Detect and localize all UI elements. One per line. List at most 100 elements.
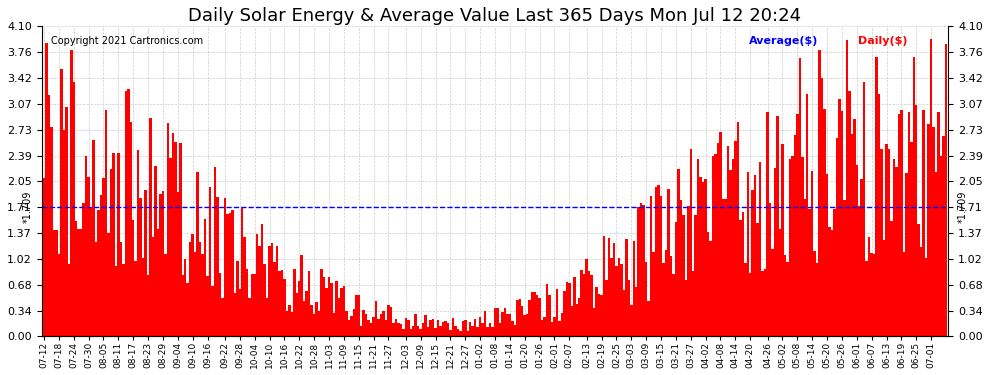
- Bar: [442, 322, 445, 336]
- Bar: [456, 329, 459, 336]
- Bar: [643, 205, 644, 336]
- Bar: [638, 207, 640, 336]
- Bar: [519, 299, 521, 336]
- Bar: [536, 295, 539, 336]
- Bar: [145, 190, 147, 336]
- Bar: [260, 224, 263, 336]
- Bar: [469, 322, 471, 336]
- Text: Average($): Average($): [749, 36, 819, 46]
- Bar: [531, 292, 534, 336]
- Bar: [544, 316, 545, 336]
- Bar: [301, 255, 303, 336]
- Bar: [633, 241, 635, 336]
- Bar: [402, 330, 405, 336]
- Bar: [598, 294, 600, 336]
- Bar: [824, 109, 826, 336]
- Bar: [303, 301, 306, 336]
- Bar: [814, 251, 816, 336]
- Bar: [253, 273, 255, 336]
- Bar: [687, 206, 689, 336]
- Bar: [704, 179, 707, 336]
- Bar: [553, 317, 555, 336]
- Bar: [186, 284, 189, 336]
- Bar: [883, 240, 885, 336]
- Bar: [231, 210, 234, 336]
- Bar: [370, 323, 372, 336]
- Bar: [702, 182, 704, 336]
- Bar: [865, 261, 868, 336]
- Bar: [174, 142, 176, 336]
- Bar: [908, 112, 910, 336]
- Bar: [504, 308, 506, 336]
- Bar: [935, 172, 938, 336]
- Bar: [796, 114, 799, 336]
- Bar: [603, 236, 605, 336]
- Bar: [110, 168, 112, 336]
- Bar: [647, 301, 649, 336]
- Bar: [878, 94, 880, 336]
- Bar: [331, 283, 333, 336]
- Bar: [850, 134, 853, 336]
- Bar: [659, 196, 662, 336]
- Bar: [214, 167, 216, 336]
- Bar: [338, 298, 341, 336]
- Bar: [206, 276, 209, 336]
- Bar: [318, 310, 321, 336]
- Bar: [588, 270, 590, 336]
- Bar: [435, 328, 437, 336]
- Bar: [80, 229, 82, 336]
- Bar: [132, 220, 135, 336]
- Bar: [804, 199, 806, 336]
- Bar: [194, 252, 196, 336]
- Bar: [189, 242, 191, 336]
- Bar: [806, 94, 809, 336]
- Bar: [578, 298, 580, 336]
- Bar: [727, 146, 730, 336]
- Bar: [489, 322, 491, 336]
- Bar: [649, 196, 652, 336]
- Bar: [784, 255, 786, 336]
- Bar: [390, 307, 392, 336]
- Bar: [451, 318, 454, 336]
- Bar: [630, 304, 633, 336]
- Bar: [930, 39, 933, 336]
- Bar: [130, 122, 132, 336]
- Bar: [357, 296, 360, 336]
- Bar: [516, 300, 519, 336]
- Bar: [600, 295, 603, 336]
- Bar: [255, 234, 258, 336]
- Bar: [417, 326, 420, 336]
- Bar: [816, 263, 819, 336]
- Bar: [732, 159, 735, 336]
- Bar: [843, 200, 845, 336]
- Bar: [275, 246, 278, 336]
- Bar: [491, 327, 494, 336]
- Bar: [920, 247, 923, 336]
- Bar: [644, 262, 647, 336]
- Bar: [761, 271, 764, 336]
- Bar: [265, 298, 268, 336]
- Bar: [82, 203, 85, 336]
- Bar: [415, 314, 417, 336]
- Bar: [224, 198, 226, 336]
- Bar: [105, 110, 107, 336]
- Bar: [710, 241, 712, 336]
- Bar: [422, 322, 425, 336]
- Bar: [229, 213, 231, 336]
- Bar: [149, 118, 151, 336]
- Bar: [662, 263, 664, 336]
- Bar: [445, 321, 446, 336]
- Bar: [928, 124, 930, 336]
- Bar: [127, 89, 130, 336]
- Bar: [97, 210, 100, 336]
- Bar: [459, 331, 461, 336]
- Bar: [677, 168, 679, 336]
- Bar: [868, 237, 870, 336]
- Bar: [933, 127, 935, 336]
- Bar: [870, 253, 873, 336]
- Bar: [350, 316, 352, 336]
- Bar: [774, 168, 776, 336]
- Bar: [672, 274, 674, 336]
- Bar: [514, 325, 516, 336]
- Bar: [900, 110, 903, 336]
